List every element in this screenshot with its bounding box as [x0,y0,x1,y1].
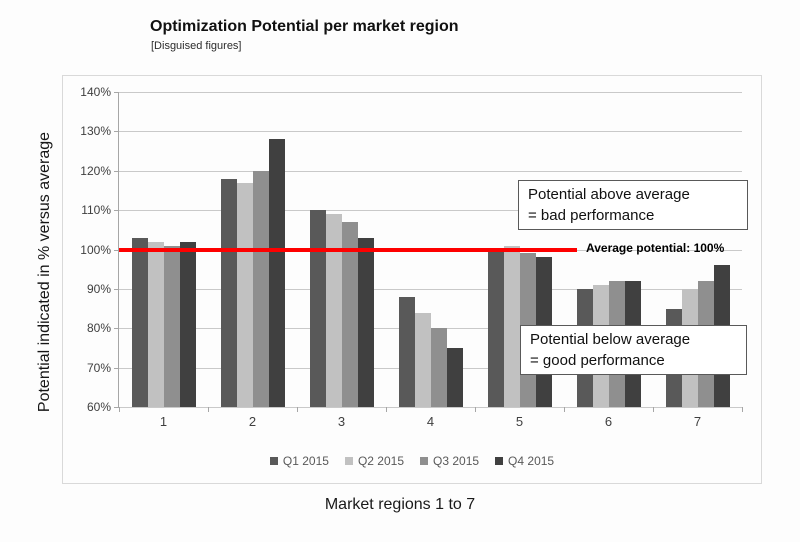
legend-label: Q1 2015 [282,454,329,468]
y-tick-label: 90% [86,281,111,296]
legend-label: Q3 2015 [433,454,480,468]
x-tick-label: 2 [248,414,257,429]
legend-item-q4-2015: Q4 2015 [495,454,554,468]
x-tick-mark [742,407,743,412]
bar-q2-2015-region-1 [147,241,164,407]
gridline [119,131,742,133]
y-tick-label: 100% [80,242,111,257]
bar-q4-2015-region-1 [179,241,196,407]
y-tick-label: 110% [81,203,111,218]
legend-item-q3-2015: Q3 2015 [420,454,479,468]
legend-swatch [495,457,504,465]
legend-label: Q2 2015 [357,454,404,468]
gridline [119,92,742,93]
annotation-below-line1: Potential below average [530,331,691,348]
y-tick-mark [114,210,119,212]
chart-title: Optimization Potential per market region [150,18,459,35]
x-tick-label: 4 [426,414,435,429]
x-tick-label: 7 [693,414,702,429]
legend-item-q1-2015: Q1 2015 [269,454,329,468]
plot-area: Average potential: 100% 140% 130% 120% 110%… [80,85,743,429]
y-tick-mark [114,249,119,251]
bar-q1-2015-region-3 [309,210,326,407]
x-tick-mark [386,407,387,412]
annotation-above-average: Potential above average = bad performanc… [518,180,748,230]
y-tick-label: 70% [86,360,111,375]
bar-q4-2015-region-4 [446,347,463,407]
y-tick-mark [114,407,119,408]
y-tick-mark [114,288,119,290]
x-tick-label: 5 [515,414,524,429]
bar-q1-2015-region-5 [487,249,504,407]
legend-label: Q4 2015 [508,454,555,468]
chart-subtitle: [Disguised figures] [151,40,242,52]
bar-q2-2015-region-4 [414,312,431,407]
legend-item-q2-2015: Q2 2015 [344,454,404,468]
gridline [119,288,742,290]
y-tick-label: 80% [86,321,111,336]
legend: Q1 2015 Q2 2015 Q3 2015 Q4 2015 [63,454,761,468]
bar-q4-2015-region-2 [268,139,285,407]
bar-q3-2015-region-1 [163,245,180,407]
gridline [119,407,742,408]
annotation-above-line1: Potential above average [528,186,690,203]
legend-swatch [269,457,278,465]
y-tick-mark [114,328,119,330]
x-tick-mark [119,407,120,412]
bar-q3-2015-region-2 [252,170,269,407]
x-tick-mark [475,407,476,412]
x-tick-mark [564,407,565,412]
y-tick-label: 140% [80,85,111,99]
bar-q1-2015-region-4 [398,296,415,407]
annotation-below-line2: = good performance [530,352,665,369]
y-tick-mark [114,92,119,93]
x-axis-title: Market regions 1 to 7 [324,496,476,513]
bar-q4-2015-region-3 [357,237,374,407]
x-tick-label: 3 [337,414,346,429]
gridline [119,170,742,172]
bar-q2-2015-region-3 [325,214,342,407]
gridline [119,210,742,212]
x-tick-label: 1 [159,414,168,429]
chart-frame: Q1 2015 Q2 2015 Q3 2015 Q4 2015 [62,75,762,484]
average-line [119,247,577,252]
x-tick-mark [208,407,209,412]
bar-q3-2015-region-3 [341,221,358,407]
y-tick-label: 130% [80,124,111,139]
y-axis-title: Potential indicated in % versus average [36,131,53,413]
x-tick-mark [297,407,298,412]
y-tick-label: 120% [80,163,111,178]
x-tick-label: 6 [604,414,613,429]
legend-swatch [420,457,428,465]
bar-q1-2015-region-1 [131,237,148,407]
bar-q3-2015-region-4 [430,328,447,407]
bar-q2-2015-region-5 [503,245,520,407]
annotation-above-line2: = bad performance [528,207,655,224]
bar-q2-2015-region-2 [236,182,253,407]
y-tick-mark [114,367,119,369]
y-tick-label: 60% [86,400,111,414]
annotation-below-average: Potential below average = good performan… [520,325,747,375]
average-line-label: Average potential: 100% [586,240,725,255]
bar-q1-2015-region-2 [220,178,237,407]
y-tick-mark [114,170,119,172]
y-tick-mark [114,131,119,133]
legend-swatch [344,457,353,465]
x-tick-mark [653,407,654,412]
